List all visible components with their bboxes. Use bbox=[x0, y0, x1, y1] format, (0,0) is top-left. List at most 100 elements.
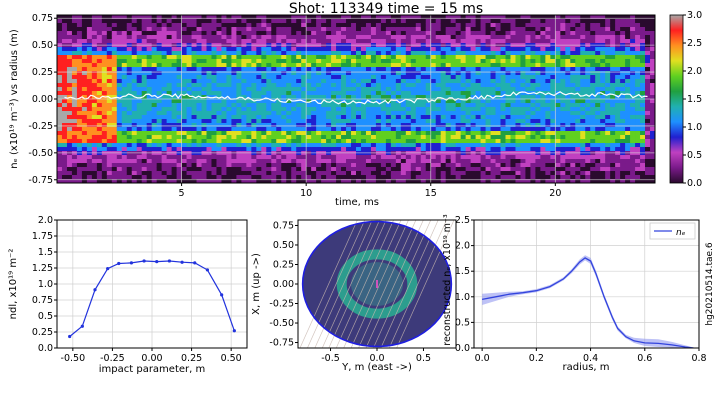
heatmap-cell bbox=[246, 135, 252, 140]
heatmap-cell bbox=[231, 67, 237, 72]
heatmap-cell bbox=[615, 59, 621, 64]
heatmap-cell bbox=[625, 15, 631, 20]
heatmap-cell bbox=[500, 63, 506, 68]
heatmap-cell bbox=[410, 119, 417, 124]
heatmap-cell bbox=[66, 163, 73, 168]
heatmap-cell bbox=[480, 99, 486, 104]
heatmap-cell bbox=[161, 111, 168, 116]
heatmap-cell bbox=[271, 31, 277, 36]
heatmap-cell bbox=[360, 179, 367, 183]
heatmap-cell bbox=[141, 51, 148, 56]
heatmap-cell bbox=[266, 35, 272, 40]
heatmap-cell bbox=[81, 87, 88, 92]
heatmap-cell bbox=[415, 47, 422, 52]
heatmap-cell bbox=[186, 143, 192, 148]
heatmap-cell bbox=[306, 27, 312, 32]
heatmap-cell bbox=[281, 51, 287, 56]
heatmap-cell bbox=[57, 143, 63, 148]
heatmap-cell bbox=[630, 119, 636, 124]
heatmap-cell bbox=[156, 119, 163, 124]
heatmap-cell bbox=[390, 59, 397, 64]
heatmap-cell bbox=[311, 143, 317, 148]
heatmap-cell bbox=[535, 111, 541, 116]
heatmap-cell bbox=[266, 63, 272, 68]
heatmap-cell bbox=[610, 95, 616, 100]
heatmap-cell bbox=[405, 83, 412, 88]
heatmap-cell bbox=[390, 131, 397, 136]
heatmap-cell bbox=[126, 123, 133, 128]
heatmap-cell bbox=[575, 147, 581, 152]
heatmap-cell bbox=[266, 139, 272, 144]
heatmap-cell bbox=[410, 159, 417, 164]
heatmap-cell bbox=[395, 111, 402, 116]
heatmap-cell bbox=[256, 91, 262, 96]
heatmap-cell bbox=[360, 123, 367, 128]
heatmap-cell bbox=[256, 179, 262, 183]
heatmap-cell bbox=[101, 67, 108, 72]
heatmap-cell bbox=[630, 103, 636, 108]
heatmap-cell bbox=[196, 99, 202, 104]
heatmap-cell bbox=[211, 19, 217, 24]
heatmap-cell bbox=[241, 143, 247, 148]
heatmap-cell bbox=[131, 159, 138, 164]
heatmap-cell bbox=[435, 111, 442, 116]
heatmap-cell bbox=[625, 55, 631, 60]
heatmap-cell bbox=[71, 59, 78, 64]
heatmap-cell bbox=[595, 103, 601, 108]
heatmap-cell bbox=[625, 79, 631, 84]
heatmap-cell bbox=[196, 139, 202, 144]
heatmap-cell bbox=[216, 19, 222, 24]
heatmap-cell bbox=[510, 59, 516, 64]
heatmap-cell bbox=[455, 163, 462, 168]
heatmap-cell bbox=[415, 135, 422, 140]
heatmap-cell bbox=[271, 131, 277, 136]
heatmap-cell bbox=[535, 27, 541, 32]
heatmap-cell bbox=[236, 139, 242, 144]
heatmap-cell bbox=[336, 51, 342, 56]
heatmap-cell bbox=[191, 51, 197, 56]
heatmap-cell bbox=[251, 107, 257, 112]
heatmap-cell bbox=[356, 59, 362, 64]
heatmap-cell bbox=[91, 167, 98, 172]
heatmap-cell bbox=[256, 71, 262, 76]
heatmap-cell bbox=[385, 167, 392, 172]
heatmap-cell bbox=[425, 171, 432, 176]
heatmap-cell bbox=[86, 115, 93, 120]
heatmap-cell bbox=[291, 39, 297, 44]
heatmap-cell bbox=[181, 171, 187, 176]
heatmap-cell bbox=[261, 167, 267, 172]
heatmap-cell bbox=[201, 39, 207, 44]
heatmap-cell bbox=[510, 139, 516, 144]
heatmap-cell bbox=[321, 39, 327, 44]
heatmap-cell bbox=[560, 111, 566, 116]
heatmap-cell bbox=[480, 19, 486, 24]
heatmap-cell bbox=[266, 131, 272, 136]
heatmap-cell bbox=[620, 19, 626, 24]
heatmap-cell bbox=[490, 131, 496, 136]
heatmap-cell bbox=[390, 71, 397, 76]
heatmap-cell bbox=[141, 123, 148, 128]
heatmap-cell bbox=[181, 75, 187, 80]
heatmap-cell bbox=[380, 67, 387, 72]
heatmap-cell bbox=[505, 119, 511, 124]
heatmap-cell bbox=[191, 167, 197, 172]
heatmap-cell bbox=[101, 107, 108, 112]
heatmap-cell bbox=[545, 15, 551, 20]
heatmap-cell bbox=[91, 59, 98, 64]
heatmap-cell bbox=[525, 171, 531, 176]
heatmap-cell bbox=[251, 51, 257, 56]
heatmap-cell bbox=[645, 47, 651, 52]
heatmap-cell bbox=[156, 51, 163, 56]
heatmap-cell bbox=[166, 139, 173, 144]
heatmap-cell bbox=[440, 171, 447, 176]
heatmap-cell bbox=[166, 15, 173, 20]
heatmap-cell bbox=[221, 159, 227, 164]
heatmap-cell bbox=[405, 27, 412, 32]
heatmap-cell bbox=[301, 131, 307, 136]
heatmap-cell bbox=[455, 131, 462, 136]
heatmap-cell bbox=[420, 159, 427, 164]
heatmap-cell bbox=[415, 175, 422, 180]
heatmap-cell bbox=[625, 135, 631, 140]
heatmap-cell bbox=[575, 155, 581, 160]
heatmap-cell bbox=[66, 67, 73, 72]
